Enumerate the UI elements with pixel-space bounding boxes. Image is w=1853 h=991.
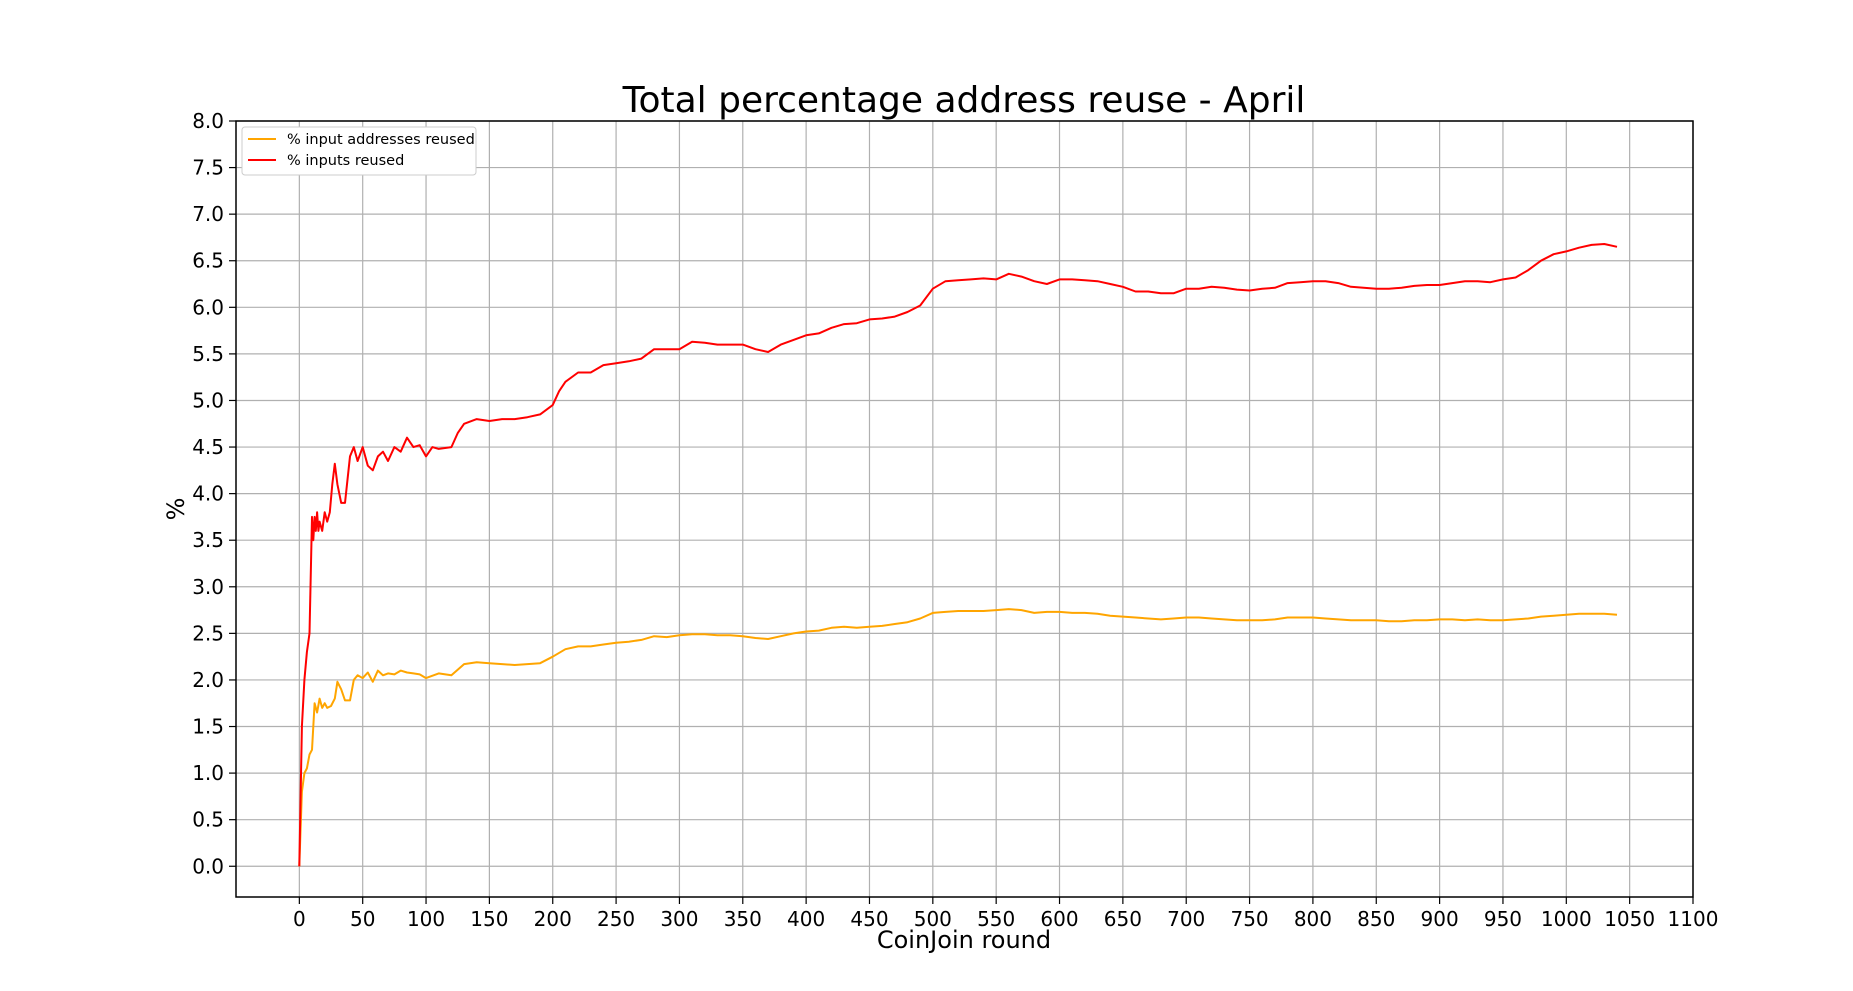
y-tick-label: 0.0	[192, 854, 224, 878]
legend-box	[241, 126, 477, 176]
y-tick-label: 3.5	[192, 528, 224, 552]
x-tick-label: 150	[470, 907, 508, 931]
x-tick-label: 300	[660, 907, 698, 931]
x-axis-label: CoinJoin round	[877, 926, 1051, 954]
series-line-inputs-reused	[298, 243, 1618, 867]
legend-label-input-addresses: % input addresses reused	[287, 132, 475, 148]
grid	[236, 120, 1694, 897]
x-tick-label: 850	[1357, 907, 1395, 931]
x-tick-label: 1050	[1604, 907, 1655, 931]
series-line-input-addresses-reused	[298, 608, 1618, 867]
x-tick-label: 1100	[1668, 907, 1719, 931]
y-axis-label: %	[162, 498, 190, 521]
x-tick-label: 500	[914, 907, 952, 931]
x-tick-label: 650	[1104, 907, 1142, 931]
y-tick-label: 3.0	[192, 575, 224, 599]
y-tick-label: 4.5	[192, 435, 224, 459]
legend-label-inputs: % inputs reused	[287, 153, 404, 169]
x-tick-label: 200	[534, 907, 572, 931]
y-tick-label: 2.5	[192, 621, 224, 645]
x-tick-label: 800	[1294, 907, 1332, 931]
y-tick-label: 2.0	[192, 668, 224, 692]
x-tick-label: 400	[787, 907, 825, 931]
x-tick-label: 100	[407, 907, 445, 931]
y-tick-label: 4.0	[192, 482, 224, 506]
y-tick-label: 1.0	[192, 761, 224, 785]
y-axis-ticks: 0.0 0.5 1.0 1.5 2.0 2.5 3.0 3.5 4.0 4.5 5.0 5.5 6.0 6…	[192, 109, 236, 878]
series-lines	[298, 243, 1618, 867]
y-tick-label: 6.0	[192, 295, 224, 319]
x-tick-label: 350	[724, 907, 762, 931]
y-tick-label: 8.0	[192, 109, 224, 133]
plot-frame	[235, 120, 1694, 898]
y-tick-label: 0.5	[192, 808, 224, 832]
x-tick-label: 50	[350, 907, 375, 931]
x-tick-label: 750	[1230, 907, 1268, 931]
x-tick-label: 700	[1167, 907, 1205, 931]
x-tick-label: 550	[977, 907, 1015, 931]
x-tick-label: 250	[597, 907, 635, 931]
x-tick-label: 950	[1484, 907, 1522, 931]
y-tick-label: 7.5	[192, 156, 224, 180]
chart-title: Total percentage address reuse - April	[622, 80, 1306, 121]
x-tick-label: 1000	[1541, 907, 1592, 931]
y-tick-label: 1.5	[192, 715, 224, 739]
x-tick-label: 450	[850, 907, 888, 931]
y-tick-label: 6.5	[192, 249, 224, 273]
x-tick-label: 900	[1421, 907, 1459, 931]
y-tick-label: 5.5	[192, 342, 224, 366]
x-tick-label: 600	[1040, 907, 1078, 931]
x-tick-label: 0	[293, 907, 306, 931]
y-tick-label: 7.0	[192, 202, 224, 226]
x-axis-ticks: 0 50 100 150 200 250 300 350 400 450 500 550 600 650 7…	[293, 897, 1718, 931]
y-tick-label: 5.0	[192, 388, 224, 412]
legend: % input addresses reused % inputs reused	[241, 126, 477, 176]
